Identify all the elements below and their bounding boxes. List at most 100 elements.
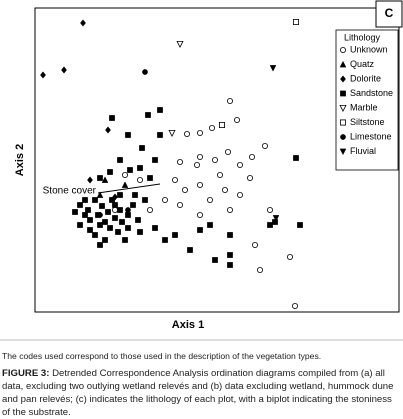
point: [176, 201, 183, 208]
caption-label: FIGURE 3:: [2, 368, 50, 379]
legend-label: Siltstone: [350, 117, 385, 127]
point: [157, 132, 163, 138]
legend-label: Unknown: [350, 44, 388, 54]
point: [246, 174, 253, 181]
point: [121, 181, 129, 188]
point: [171, 176, 178, 183]
legend-marker: [339, 119, 346, 126]
point: [115, 229, 121, 235]
point: [135, 217, 141, 223]
point: [221, 186, 228, 193]
point: [269, 65, 277, 72]
point: [107, 225, 113, 231]
point: [109, 197, 115, 203]
point: [72, 209, 78, 215]
point: [193, 161, 200, 168]
legend-marker: [339, 60, 347, 68]
point: [97, 242, 103, 248]
point: [207, 222, 213, 228]
legend-label: Marble: [350, 102, 378, 112]
point: [119, 219, 125, 225]
legend-marker: [339, 47, 346, 54]
point: [125, 212, 131, 218]
point: [97, 175, 103, 181]
point: [112, 215, 118, 221]
point: [206, 196, 213, 203]
point: [224, 148, 231, 155]
point: [112, 202, 118, 208]
point: [87, 176, 93, 184]
chart: C Axis 1 Axis 2 Lithology Unknown Quatz Do…: [0, 0, 403, 341]
point: [137, 229, 143, 235]
legend-label: Sandstone: [350, 88, 393, 98]
caption-text: Detrended Correspondence Analysis ordina…: [2, 368, 394, 418]
plot-frame: [34, 7, 400, 313]
legend-title: Lithology: [344, 32, 381, 42]
point: [101, 176, 109, 183]
panel-label: C: [385, 6, 394, 20]
legend-marker: [340, 134, 346, 140]
point: [97, 222, 103, 228]
point: [208, 125, 215, 132]
point: [176, 41, 184, 48]
point: [136, 176, 143, 183]
legend-label: Dolorite: [350, 73, 381, 83]
point: [181, 186, 188, 193]
point: [112, 206, 119, 213]
point: [122, 171, 129, 178]
point: [236, 191, 243, 198]
point: [125, 225, 131, 231]
x-axis-label: Axis 1: [172, 319, 204, 331]
point: [272, 219, 278, 225]
point: [77, 222, 83, 228]
point: [146, 206, 153, 213]
point: [196, 129, 203, 136]
point: [227, 252, 233, 258]
point: [145, 112, 151, 118]
point: [196, 181, 203, 188]
point: [125, 207, 131, 213]
point: [197, 227, 203, 233]
point: [248, 153, 255, 160]
panel-box: [375, 0, 403, 28]
legend-marker: [340, 90, 346, 97]
point: [227, 262, 233, 268]
point: [212, 257, 218, 263]
point: [137, 165, 143, 171]
point: [80, 19, 86, 27]
legend-label: Limestone: [350, 131, 392, 141]
point: [122, 237, 128, 243]
point: [117, 207, 123, 213]
point: [117, 157, 123, 163]
point: [236, 161, 243, 168]
point: [297, 222, 303, 228]
point: [107, 169, 113, 175]
point: [218, 122, 225, 129]
point: [92, 197, 98, 203]
point: [157, 107, 163, 113]
point: [147, 175, 153, 181]
point: [293, 155, 299, 161]
point: [87, 217, 93, 223]
point: [183, 130, 190, 137]
point: [85, 207, 91, 213]
point: [142, 69, 148, 75]
biplot-arrow: [97, 183, 161, 194]
point: [227, 232, 233, 238]
point: [102, 237, 108, 243]
point: [162, 237, 168, 243]
point: [82, 212, 88, 218]
legend-marker: [339, 105, 347, 112]
point: [261, 142, 268, 149]
point: [272, 215, 280, 222]
legend-marker: [339, 148, 347, 156]
point: [139, 145, 145, 151]
point: [292, 18, 299, 25]
annotation: Stone cover: [43, 186, 97, 197]
point: [286, 253, 293, 260]
point: [92, 232, 98, 238]
point: [256, 266, 263, 273]
point: [142, 197, 148, 203]
point: [61, 66, 67, 74]
